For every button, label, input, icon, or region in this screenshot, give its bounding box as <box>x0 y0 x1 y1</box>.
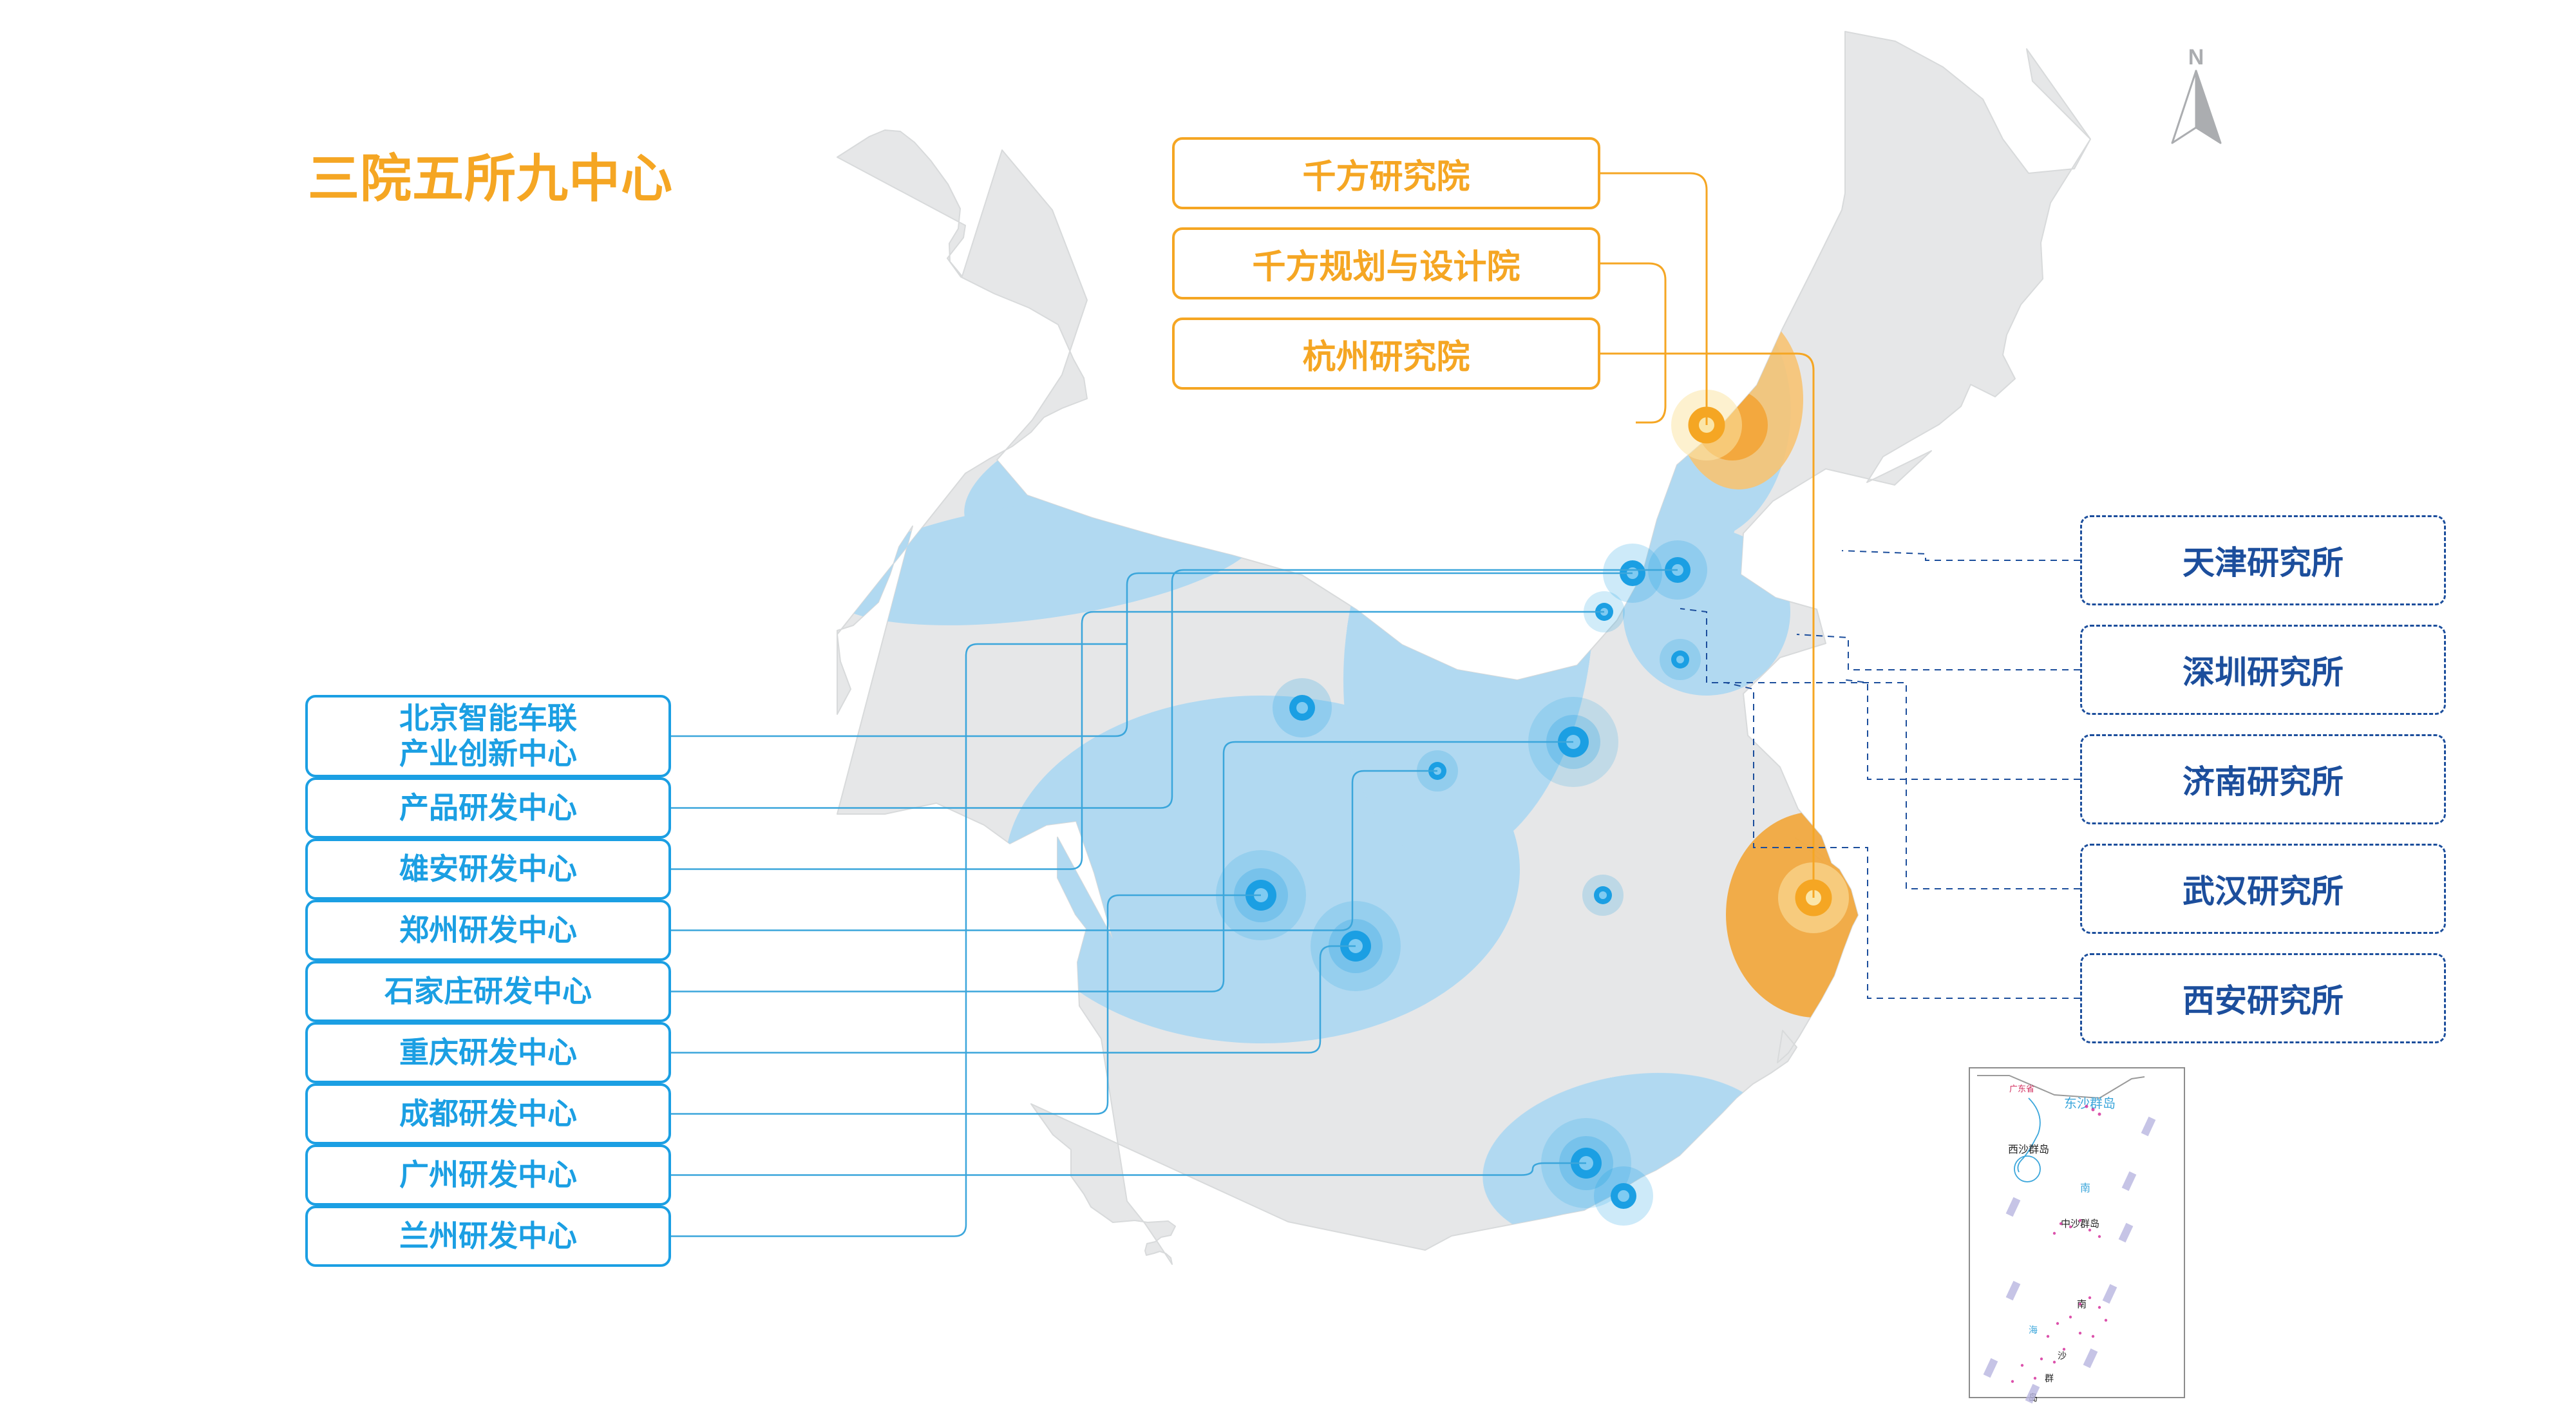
svg-text:沙: 沙 <box>2058 1351 2067 1361</box>
svg-text:南: 南 <box>2080 1182 2090 1194</box>
svg-text:南: 南 <box>2077 1299 2087 1310</box>
svg-text:西沙群岛: 西沙群岛 <box>2008 1144 2049 1155</box>
svg-text:海: 海 <box>2029 1325 2038 1335</box>
svg-text:群: 群 <box>2045 1373 2054 1383</box>
svg-text:东沙群岛: 东沙群岛 <box>2064 1096 2116 1111</box>
svg-text:广东省: 广东省 <box>2009 1084 2034 1094</box>
svg-text:N: N <box>2188 45 2204 70</box>
